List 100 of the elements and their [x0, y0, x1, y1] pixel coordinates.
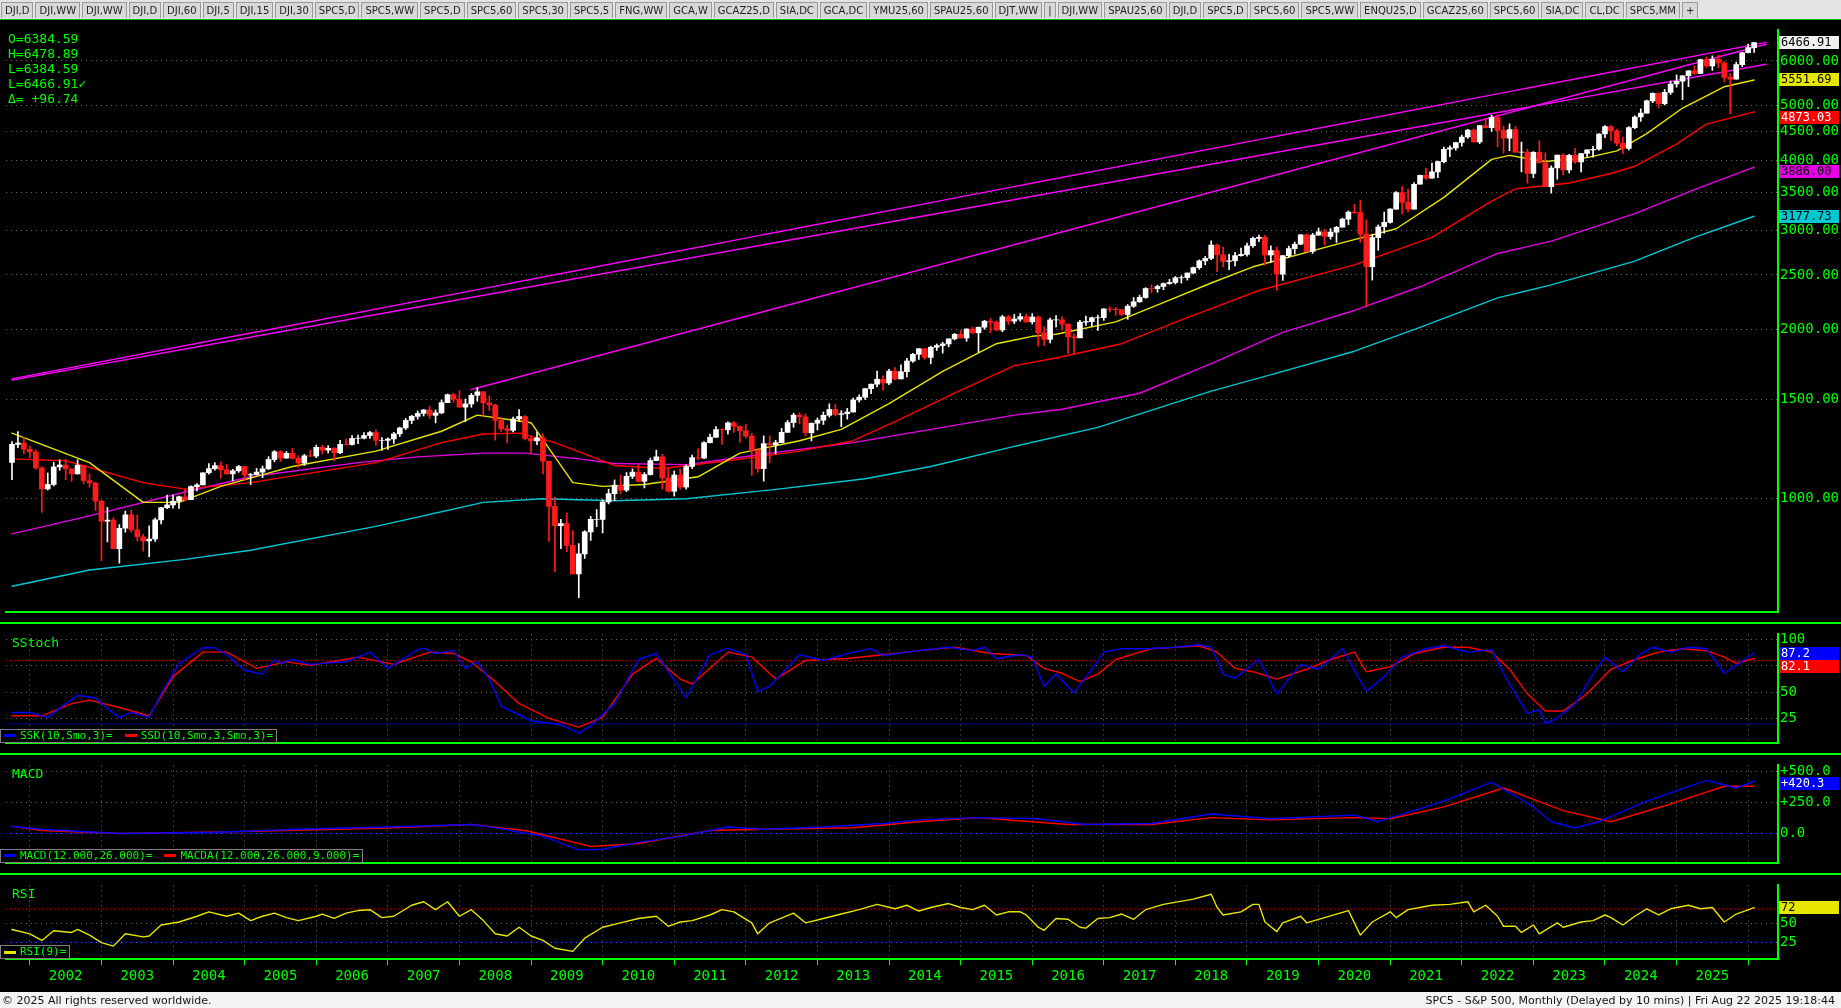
x-tick-label: 2022 [1480, 967, 1515, 984]
text: GCA,W [669, 2, 712, 18]
x-tick-label: 2016 [1051, 967, 1085, 984]
x-tick-label: 2015 [979, 967, 1014, 984]
x-tick-label: 2008 [478, 967, 513, 984]
text: SPAU25,60 [1104, 2, 1167, 18]
text: SPAU25,60 [929, 2, 993, 18]
legend-label: RSI(9)= [20, 945, 67, 959]
chart-title: SStoch [12, 635, 59, 651]
text: DJI,30 [275, 2, 313, 18]
annotation: 5551.69 [1779, 72, 1839, 87]
y-tick-label: 6000.00 [1780, 51, 1840, 68]
text: SPC5,WW [361, 2, 419, 18]
annotation: 87.2 [1779, 645, 1839, 660]
x-tick-label: 2023 [1552, 967, 1587, 984]
text: DJI,WW [1057, 2, 1103, 18]
x-tick-label: 2002 [48, 967, 83, 984]
x-tick-label: 2018 [1194, 967, 1229, 984]
annotation: 6466.91 [1779, 35, 1839, 50]
x-tick-label: 2024 [1623, 967, 1658, 984]
x-tick-label: 2009 [549, 967, 584, 984]
text: SPC5,60 [466, 2, 517, 18]
text: DJI,WW [35, 2, 81, 18]
text: SPC5 - S&P 500, Monthly (Delayed by 10 mins) | Fri Aug 22 2025 19:18:44 [1425, 993, 1835, 1008]
y-tick-label: 100 [1780, 630, 1806, 647]
chart-title: RSI [12, 886, 36, 902]
annotation: 3177.73 [1779, 208, 1839, 223]
text: SPC5,WW [1301, 2, 1359, 18]
text: GCA,DC [819, 2, 868, 18]
x-tick-label: 2012 [764, 967, 799, 984]
y-tick-label: 4000.00 [1780, 150, 1840, 167]
legend-label: MACD(12.000,26.000)= [20, 848, 153, 862]
legend-label: SSK(10,Smo,3)= [20, 728, 113, 742]
y-tick-label: 1000.00 [1780, 489, 1840, 506]
text: SPC5,D [1203, 2, 1248, 18]
annotation: 72 [1779, 900, 1839, 915]
y-tick-label: 4500.00 [1780, 121, 1840, 138]
annotation: 3886.00 [1779, 164, 1839, 179]
chart-title: MACD [12, 766, 44, 782]
x-tick-label: 2021 [1409, 967, 1443, 984]
text: DJI,WW [82, 2, 127, 18]
text: DJI,D [128, 2, 162, 18]
text: SPC5,30 [518, 2, 568, 18]
x-tick-label: 2025 [1695, 967, 1730, 984]
annotation: +420.3 [1779, 775, 1839, 790]
y-tick-label: 50 [1780, 914, 1797, 931]
y-tick-label: 2000.00 [1780, 320, 1840, 337]
annotation: Δ= +96.74 [8, 91, 79, 107]
legend-label: MACDA(12.000,26.000,9.000)= [180, 848, 360, 862]
text: SPC5,5 [569, 2, 614, 18]
x-tick-label: 2006 [335, 967, 369, 984]
text: SIA,DC [775, 2, 818, 18]
x-tick-label: 2019 [1265, 967, 1300, 984]
legend-label: SSD(10,Smo,3,Smo,3)= [140, 728, 274, 742]
text: DJT,WW [994, 2, 1043, 18]
x-tick-label: 2017 [1122, 967, 1157, 984]
text: ENQU25,D [1360, 2, 1421, 18]
annotation: L=6384.59 [8, 61, 79, 77]
text: GCAZ25,60 [1422, 2, 1488, 18]
y-tick-label: 0.0 [1780, 824, 1806, 841]
text: SPC5,D [420, 2, 465, 18]
y-tick-label: 25 [1780, 709, 1797, 726]
text: DJI,5 [202, 2, 234, 18]
y-tick-label: 3000.00 [1780, 220, 1840, 237]
x-tick-label: 2014 [907, 967, 942, 984]
text: SPC5,D [314, 2, 360, 18]
x-tick-label: 2013 [836, 967, 871, 984]
text: YMU25,60 [869, 2, 928, 18]
y-tick-label: +250.0 [1780, 793, 1831, 810]
text: FNG,WW [615, 2, 668, 18]
x-tick-label: 2011 [693, 967, 727, 984]
text: SIA,DC [1541, 2, 1584, 18]
text: © 2025 All rights reserved worldwide. [2, 993, 212, 1008]
annotation: 4873.03 [1779, 109, 1839, 124]
x-tick-label: 2020 [1337, 967, 1372, 984]
x-tick-label: 2007 [406, 967, 441, 984]
y-tick-label: 25 [1780, 932, 1797, 949]
text: DJI,D [1168, 2, 1202, 18]
text: SPC5,MM [1625, 2, 1680, 18]
annotation: O=6384.59 [8, 31, 79, 47]
text: DJI,15 [235, 2, 274, 18]
y-tick-label: 1500.00 [1780, 390, 1840, 407]
text: SPC5,60 [1249, 2, 1300, 18]
y-tick-label: 50 [1780, 682, 1797, 699]
text: + [1682, 2, 1699, 18]
text: DJI,D [1, 2, 34, 18]
x-tick-label: 2003 [120, 967, 155, 984]
y-tick-label: 3500.00 [1780, 183, 1840, 200]
text: CL,DC [1585, 2, 1624, 18]
text: | [1044, 2, 1056, 18]
annotation: H=6478.89 [8, 46, 79, 62]
text: GCAZ25,D [713, 2, 774, 18]
annotation: 82.1 [1779, 658, 1839, 673]
annotation: L=6466.91✓ [8, 76, 87, 92]
y-tick-label: 2500.00 [1780, 265, 1840, 282]
text: DJI,60 [163, 2, 201, 18]
text: SPC5,60 [1489, 2, 1540, 18]
x-tick-label: 2004 [192, 967, 226, 984]
x-tick-label: 2010 [621, 967, 656, 984]
x-tick-label: 2005 [263, 967, 298, 984]
